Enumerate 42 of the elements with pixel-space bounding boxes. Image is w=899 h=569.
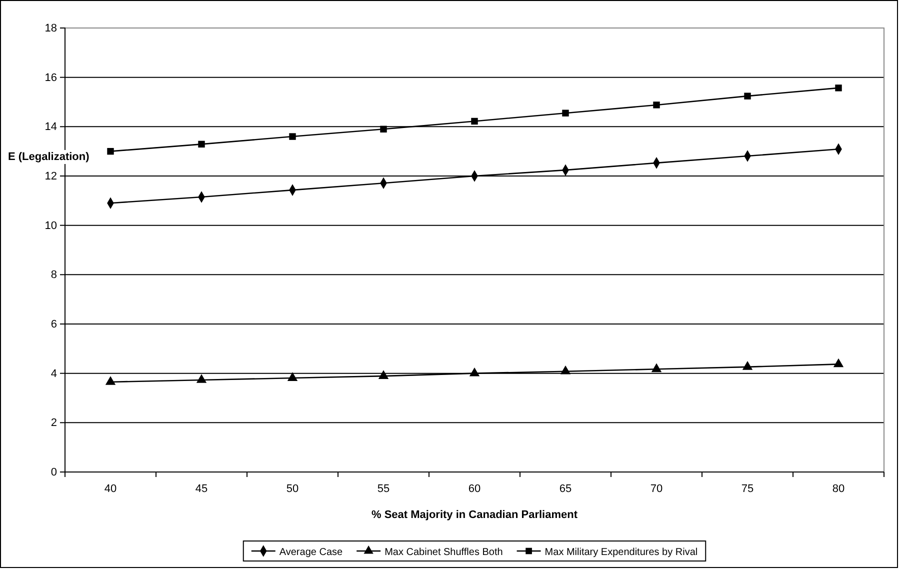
y-tick-label: 2: [50, 417, 57, 430]
point: [107, 148, 114, 155]
point: [562, 110, 569, 116]
legend-label: Max Cabinet Shuffles Both: [384, 547, 503, 558]
y-tick-label: 12: [44, 170, 57, 183]
y-tick-label: 6: [50, 318, 57, 331]
y-axis-title: E (Legalization): [8, 151, 90, 163]
y-tick-label: 8: [50, 269, 57, 282]
x-tick-label: 55: [377, 482, 390, 495]
x-tick-label: 40: [104, 482, 117, 495]
point: [287, 372, 298, 381]
point: [471, 118, 478, 125]
y-tick-label: 0: [50, 466, 57, 479]
legend-label: Average Case: [279, 547, 343, 558]
point: [744, 92, 751, 100]
x-tick-label: 45: [195, 482, 208, 495]
point: [833, 358, 844, 368]
point: [469, 367, 480, 376]
y-tick-label: 4: [50, 368, 57, 380]
x-tick-label: 70: [650, 482, 663, 495]
x-tick-label: 65: [559, 482, 572, 495]
y-tick-label: 16: [44, 72, 57, 84]
point: [378, 370, 389, 379]
point: [835, 84, 842, 92]
point: [651, 363, 662, 372]
y-tick-label: 18: [44, 22, 57, 35]
x-tick-label: 60: [468, 482, 481, 495]
x-axis-title: % Seat Majority in Canadian Parliament: [371, 509, 578, 521]
y-tick-label: 10: [44, 220, 57, 232]
point: [653, 102, 660, 108]
x-tick-label: 80: [832, 482, 845, 495]
point: [742, 361, 753, 370]
point: [560, 365, 571, 374]
legend-label: Max Military Expenditures by Rival: [544, 547, 698, 558]
point: [380, 126, 387, 132]
point: [105, 376, 116, 385]
point: [198, 140, 205, 148]
x-tick-label: 75: [741, 482, 754, 495]
x-tick-label: 50: [286, 482, 299, 495]
point: [196, 374, 207, 383]
y-tick-label: 14: [44, 121, 57, 134]
point: [289, 133, 296, 140]
